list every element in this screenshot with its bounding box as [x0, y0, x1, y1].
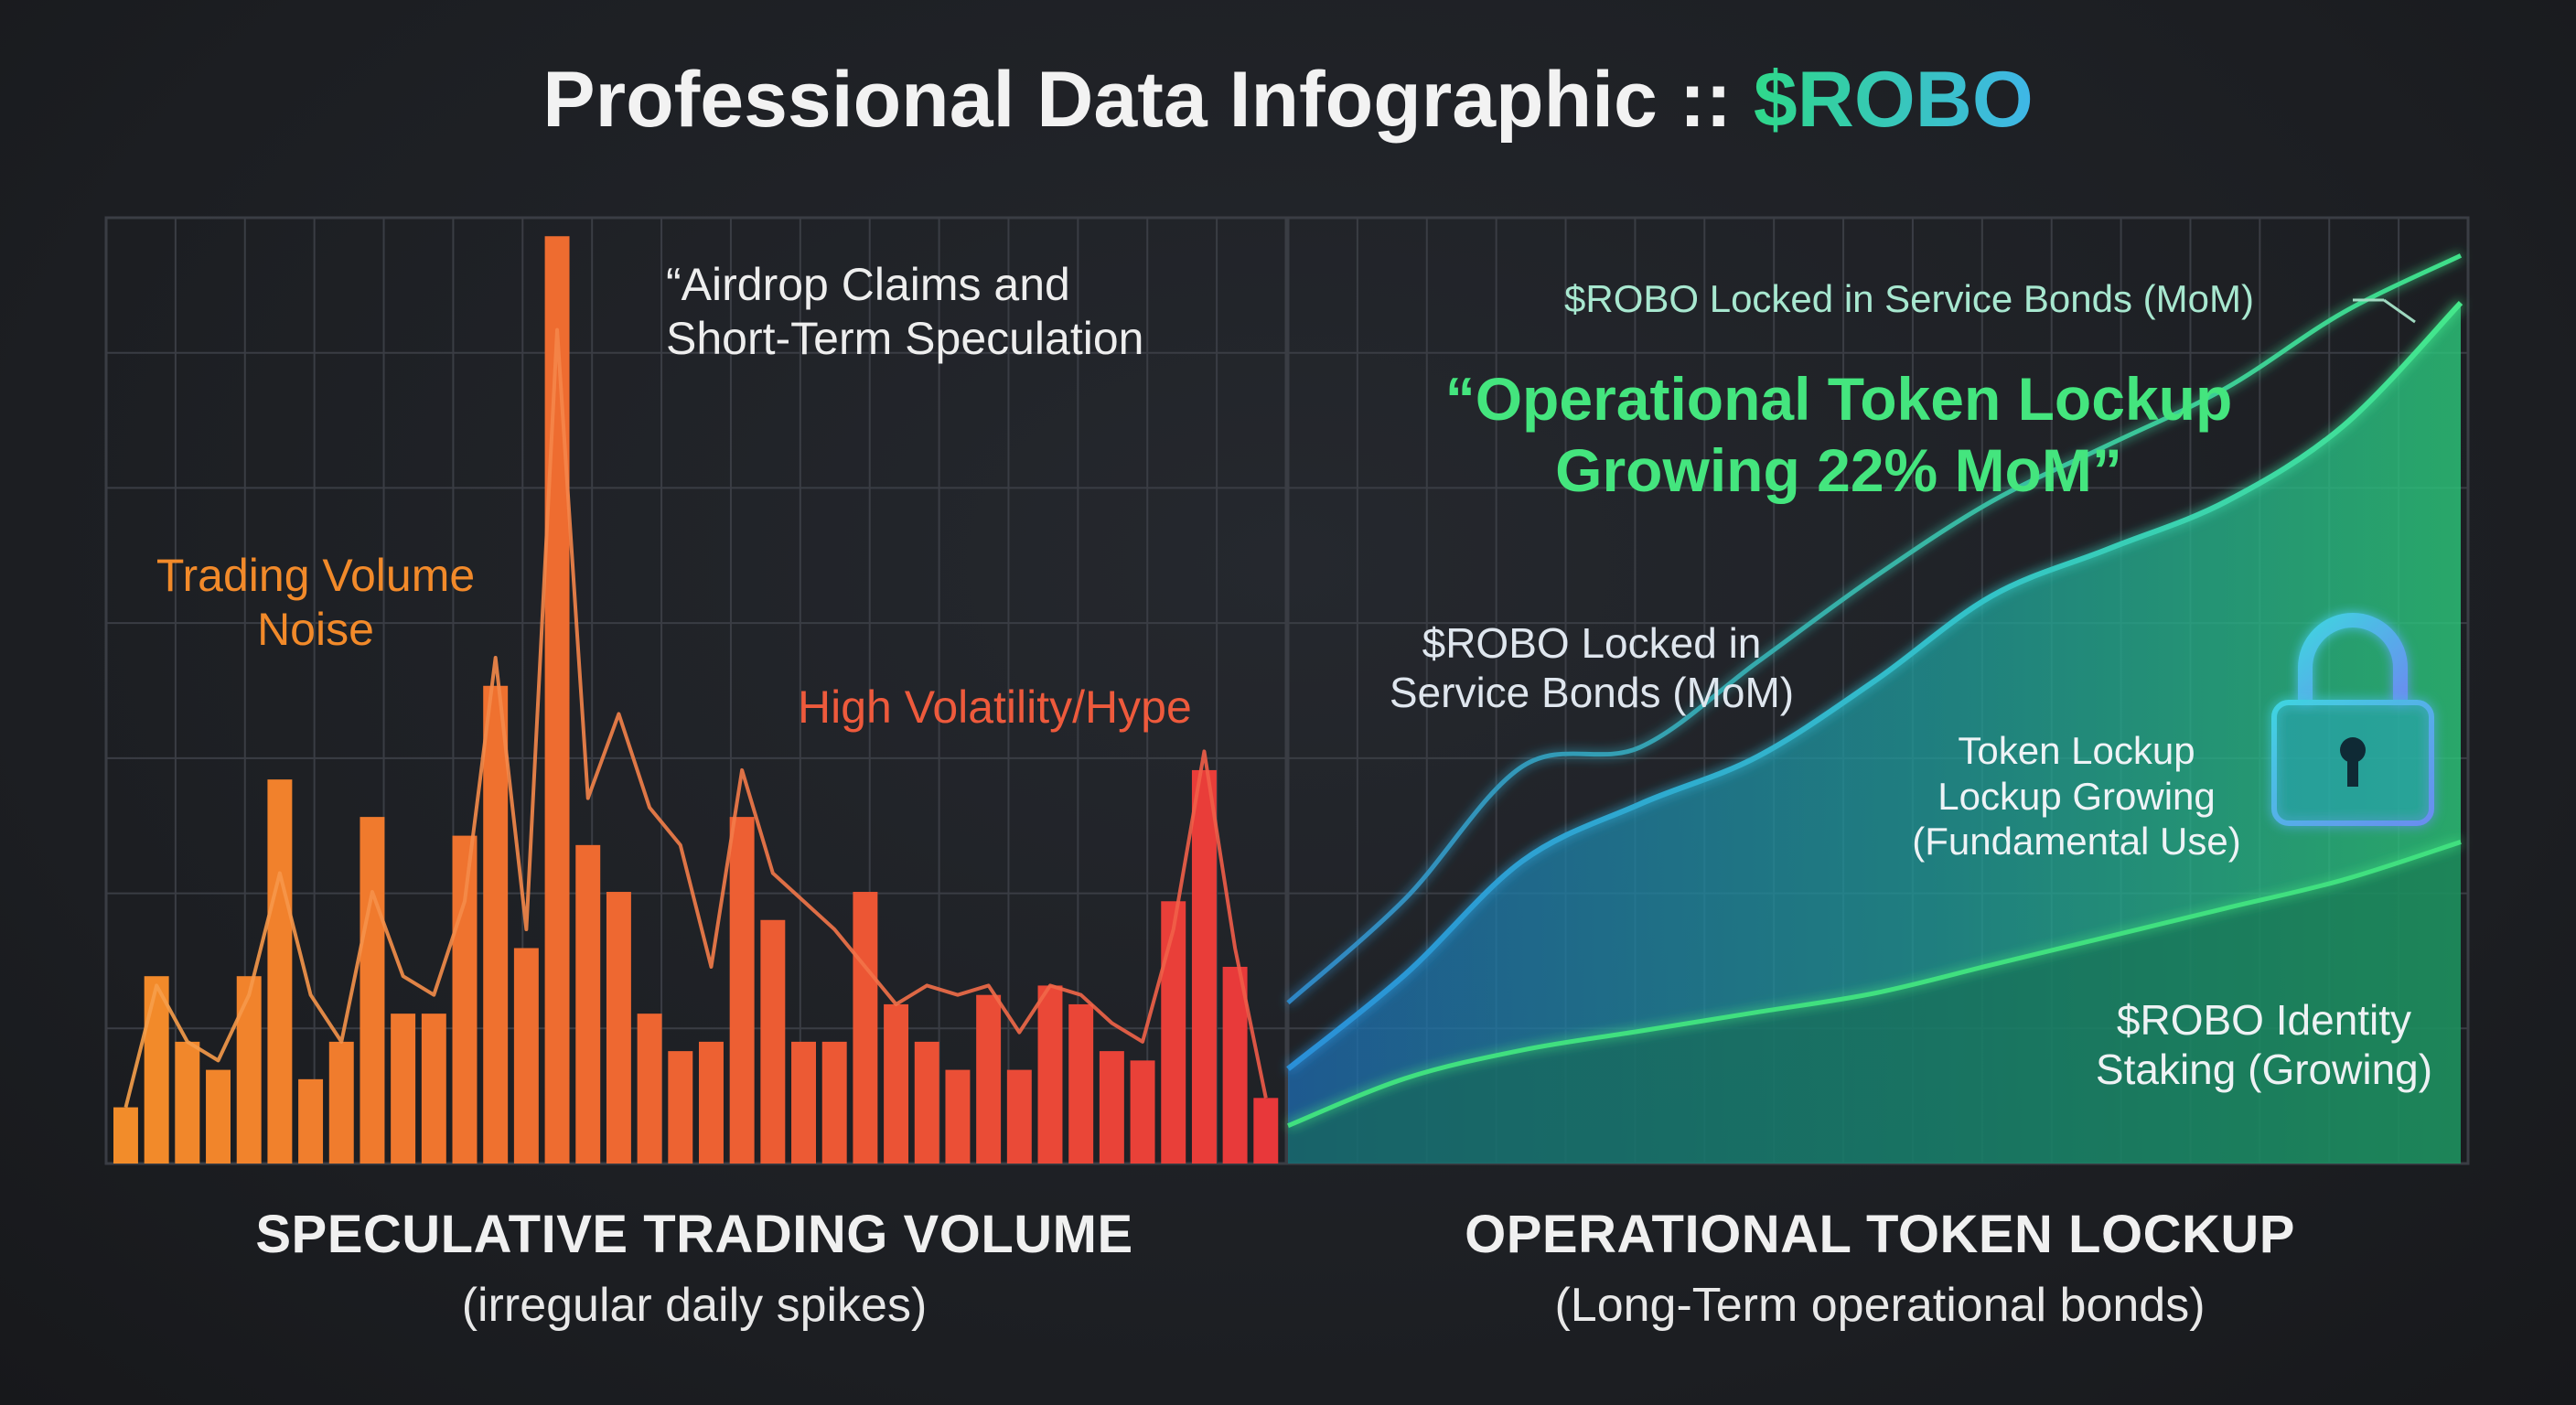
- lock-icon: [2271, 613, 2434, 826]
- title-token: $ROBO: [1753, 56, 2034, 144]
- left-grid-frame: [104, 216, 1288, 1165]
- annotation-lock-label-line1: Token Lockup: [1958, 729, 2195, 772]
- token-lockup-line: [1286, 300, 2463, 1071]
- volume-bar: [853, 892, 878, 1164]
- volume-bar: [544, 236, 570, 1164]
- annotation-lock-label: Token Lockup Lockup Growing (Fundamental…: [1866, 728, 2287, 864]
- volume-bar: [1130, 1060, 1155, 1164]
- volume-bar: [175, 1041, 200, 1164]
- left-chart-title: SPECULATIVE TRADING VOLUME: [255, 1205, 1133, 1264]
- annotation-top-label: $ROBO Locked in Service Bonds (MoM): [1564, 277, 2254, 320]
- left-chart-caption: SPECULATIVE TRADING VOLUME (irregular da…: [104, 1204, 1284, 1333]
- volume-bar: [637, 1014, 662, 1164]
- volume-trend-line: [123, 327, 1268, 1109]
- volume-bar: [976, 994, 1002, 1164]
- volume-bar: [360, 817, 385, 1164]
- annotation-mid-label-line2: Service Bonds (MoM): [1389, 669, 1795, 717]
- title-prefix: Professional Data Infographic ::: [542, 56, 1754, 144]
- annotation-lock-label-line3: (Fundamental Use): [1912, 820, 2241, 863]
- volume-bar: [1191, 769, 1217, 1164]
- volume-bar: [884, 1003, 909, 1164]
- lock-shackle: [2298, 613, 2408, 704]
- volume-bar: [914, 1041, 939, 1164]
- volume-bar: [113, 1107, 138, 1164]
- annotation-airdrop-line2: Short-Term Speculation: [666, 313, 1144, 364]
- right-chart-subtitle: (Long-Term operational bonds): [1554, 1279, 2206, 1332]
- volume-bar: [699, 1041, 724, 1164]
- left-grid: [104, 216, 1288, 1165]
- volume-bar: [1253, 1098, 1279, 1164]
- right-chart-caption: OPERATIONAL TOKEN LOCKUP (Long-Term oper…: [1290, 1204, 2470, 1333]
- volume-bar: [452, 835, 478, 1164]
- volume-bar: [391, 1014, 416, 1164]
- annotation-identity-label-line1: $ROBO Identity: [2116, 996, 2412, 1044]
- volume-bar: [483, 685, 509, 1164]
- volume-bar: [206, 1069, 231, 1164]
- volume-bar: [1099, 1051, 1124, 1164]
- volume-bar: [945, 1069, 971, 1164]
- annotation-airdrop-line1: “Airdrop Claims and: [666, 259, 1070, 310]
- volume-bar: [668, 1051, 693, 1164]
- annotation-identity-label-line2: Staking (Growing): [2095, 1046, 2433, 1094]
- annotation-noise-line2: Noise: [257, 604, 374, 655]
- annotation-noise: Trading Volume Noise: [137, 549, 494, 657]
- volume-bar: [760, 919, 786, 1164]
- volume-bar: [575, 844, 601, 1164]
- annotation-mid-label-line1: $ROBO Locked in: [1422, 619, 1762, 667]
- annotation-noise-line1: Trading Volume: [156, 550, 476, 601]
- annotation-lock-label-line2: Lockup Growing: [1937, 774, 2216, 818]
- annotation-headline-line2: Growing 22% MoM”: [1555, 435, 2122, 504]
- volume-bar: [1222, 966, 1248, 1164]
- volume-bar: [267, 779, 293, 1164]
- annotation-airdrop: “Airdrop Claims and Short-Term Speculati…: [666, 258, 1143, 366]
- volume-bar: [1068, 1003, 1094, 1164]
- service-bonds-line: [1286, 253, 2463, 1005]
- identity-staking-line: [1287, 840, 2462, 1128]
- volume-bar: [821, 1041, 847, 1164]
- annotation-hype: High Volatility/Hype: [798, 681, 1192, 733]
- volume-bar: [1037, 985, 1063, 1164]
- right-chart-title: OPERATIONAL TOKEN LOCKUP: [1465, 1205, 2295, 1264]
- left-chart-subtitle: (irregular daily spikes): [461, 1279, 928, 1332]
- volume-bar: [421, 1014, 446, 1164]
- lock-keyhole-slot: [2347, 756, 2358, 787]
- volume-bar: [328, 1041, 354, 1164]
- top-label-leader-tick: [2383, 298, 2416, 324]
- annotation-headline: “Operational Token Lockup Growing 22% Mo…: [1381, 364, 2296, 507]
- lockup-areas: [1286, 253, 2463, 1164]
- volume-bar: [729, 817, 755, 1164]
- volume-bar: [298, 1078, 324, 1164]
- annotation-mid-label: $ROBO Locked in Service Bonds (MoM): [1345, 618, 1839, 718]
- volume-bar: [513, 948, 539, 1164]
- lock-keyhole: [2340, 737, 2366, 763]
- volume-bar: [606, 892, 631, 1164]
- volume-bar: [236, 976, 262, 1164]
- annotation-headline-line1: “Operational Token Lockup: [1444, 365, 2233, 433]
- annotation-identity-label: $ROBO Identity Staking (Growing): [2049, 995, 2479, 1095]
- volume-bars: [113, 236, 1279, 1164]
- volume-bar: [791, 1041, 816, 1164]
- volume-bar: [1161, 901, 1186, 1164]
- volume-bar: [144, 976, 169, 1164]
- page-title: Professional Data Infographic :: $ROBO: [0, 55, 2576, 145]
- volume-bar: [1006, 1069, 1032, 1164]
- volume-line-group: [123, 327, 1268, 1109]
